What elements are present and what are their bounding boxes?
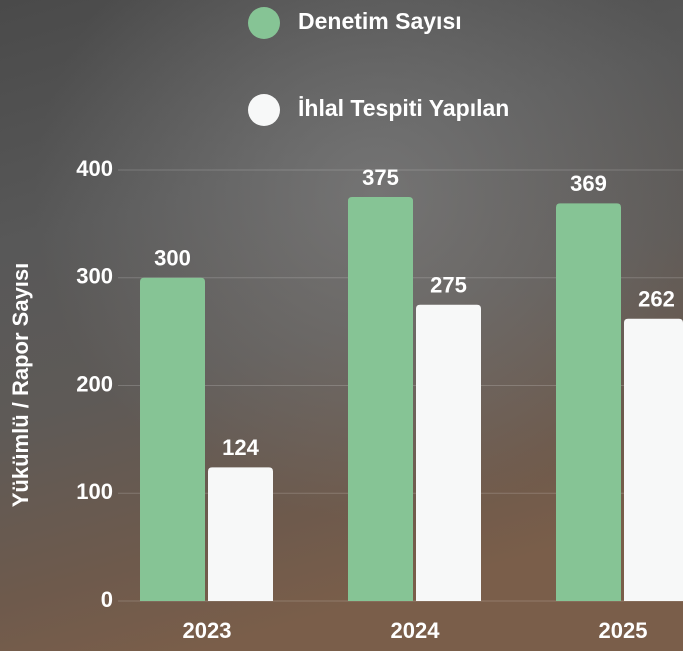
- legend-label: Denetim Sayısı: [298, 8, 462, 34]
- value-label: 262: [638, 287, 675, 312]
- value-label: 275: [430, 273, 467, 298]
- value-label: 369: [570, 171, 607, 196]
- y-tick-label: 100: [76, 479, 113, 504]
- value-label: 124: [222, 435, 259, 460]
- bar: [140, 277, 205, 601]
- x-tick-label: 2024: [391, 618, 441, 643]
- y-tick-label: 300: [76, 264, 113, 289]
- legend-swatch: [248, 94, 280, 126]
- x-tick-label: 2025: [599, 618, 648, 643]
- legend-label: İhlal Tespiti Yapılan: [298, 95, 509, 121]
- x-tick-label: 2023: [183, 618, 232, 643]
- bar: [624, 318, 683, 601]
- y-tick-label: 400: [76, 156, 113, 181]
- y-tick-label: 0: [101, 587, 113, 612]
- bar: [208, 467, 273, 601]
- legend-swatch: [248, 7, 280, 39]
- y-axis-label: Yükümlü / Rapor Sayısı: [8, 263, 33, 508]
- y-tick-label: 200: [76, 371, 113, 396]
- bar: [556, 203, 621, 601]
- value-label: 300: [154, 246, 191, 271]
- bar: [416, 304, 481, 601]
- bar: [348, 196, 413, 601]
- value-label: 375: [362, 165, 399, 190]
